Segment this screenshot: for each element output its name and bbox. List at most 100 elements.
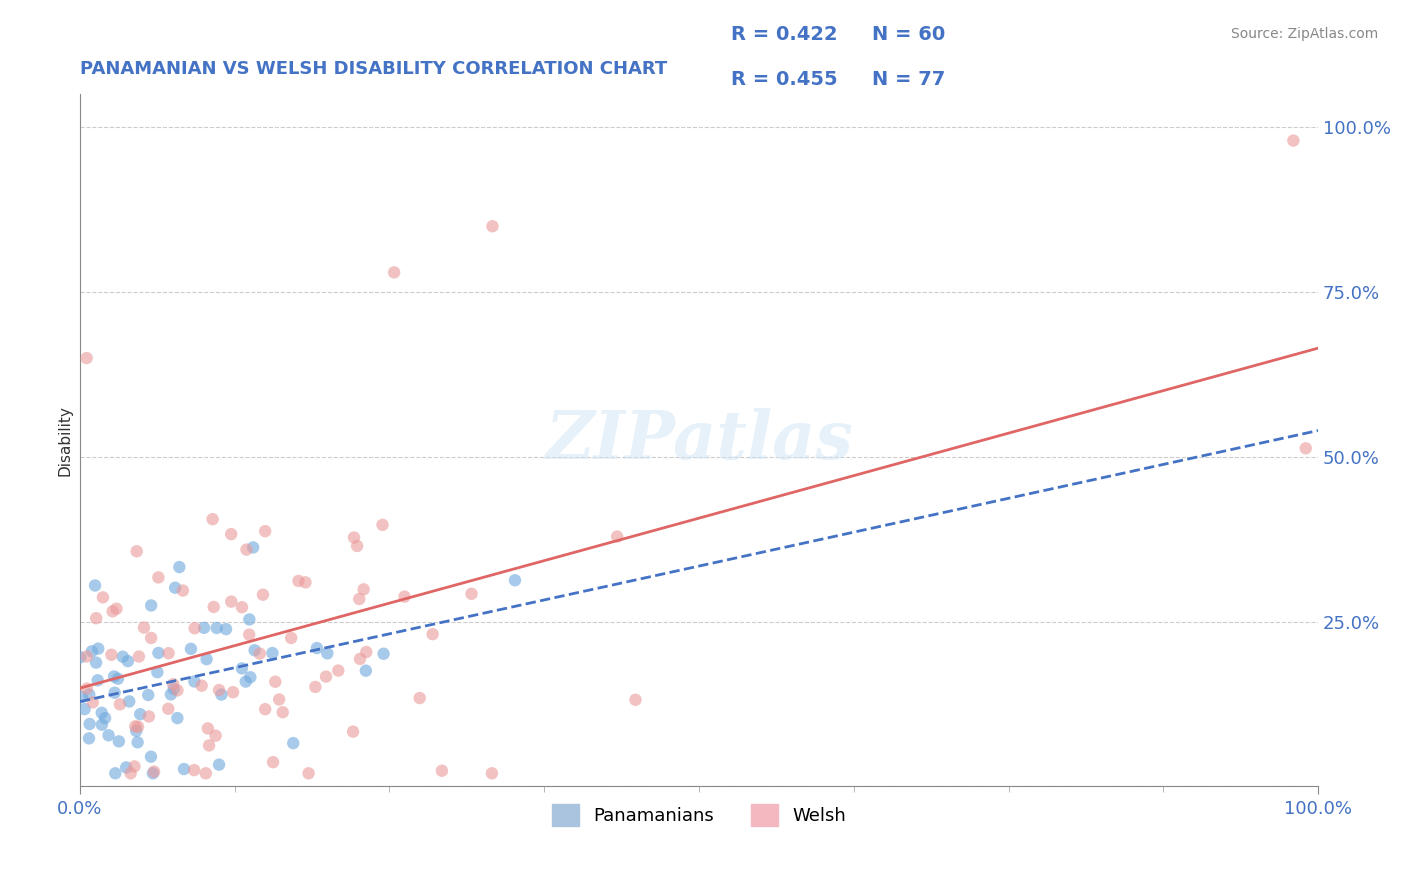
Point	[304, 680, 326, 694]
Point	[77, 731, 100, 746]
Point	[97, 728, 120, 742]
Point	[124, 759, 146, 773]
Point	[208, 683, 231, 698]
Point	[280, 631, 302, 645]
Point	[183, 621, 205, 635]
Point	[142, 766, 165, 780]
Point	[208, 757, 231, 772]
Point	[108, 698, 131, 712]
Point	[269, 692, 291, 706]
Point	[84, 656, 107, 670]
Point	[125, 544, 148, 558]
Point	[104, 766, 127, 780]
Point	[205, 621, 228, 635]
Point	[194, 766, 217, 780]
Point	[254, 702, 277, 716]
Point	[141, 599, 163, 613]
Point	[160, 687, 183, 701]
Point	[195, 652, 218, 666]
Point	[254, 524, 277, 539]
Point	[238, 627, 260, 641]
Point	[382, 265, 405, 279]
Point	[219, 527, 242, 541]
Point	[82, 695, 104, 709]
Point	[76, 351, 98, 365]
Point	[73, 702, 96, 716]
Point	[166, 683, 188, 698]
Point	[249, 647, 271, 661]
Point	[84, 578, 107, 592]
Point	[146, 665, 169, 680]
Point	[143, 764, 166, 779]
Point	[162, 677, 184, 691]
Point	[118, 694, 141, 708]
Point	[80, 644, 103, 658]
Point	[90, 706, 112, 720]
Point	[132, 621, 155, 635]
Point	[157, 646, 180, 660]
Point	[343, 531, 366, 545]
Point	[139, 749, 162, 764]
Point	[204, 729, 226, 743]
Point	[77, 688, 100, 702]
Y-axis label: Disability: Disability	[58, 405, 73, 476]
Point	[76, 681, 98, 696]
Point	[91, 591, 114, 605]
Point	[342, 724, 364, 739]
Point	[215, 622, 238, 636]
Point	[148, 570, 170, 584]
Point	[460, 587, 482, 601]
Point	[371, 517, 394, 532]
Text: PANAMANIAN VS WELSH DISABILITY CORRELATION CHART: PANAMANIAN VS WELSH DISABILITY CORRELATI…	[80, 60, 666, 78]
Point	[70, 690, 93, 705]
Point	[87, 641, 110, 656]
Point	[193, 621, 215, 635]
Legend: Panamanians, Welsh: Panamanians, Welsh	[546, 797, 853, 833]
Point	[183, 674, 205, 689]
Point	[107, 672, 129, 686]
Point	[173, 762, 195, 776]
Point	[624, 692, 647, 706]
Point	[202, 599, 225, 614]
Point	[100, 648, 122, 662]
Point	[328, 664, 350, 678]
Point	[297, 766, 319, 780]
Point	[129, 707, 152, 722]
Text: R = 0.455: R = 0.455	[731, 70, 838, 88]
Point	[239, 670, 262, 684]
Point	[103, 669, 125, 683]
Point	[76, 649, 98, 664]
Point	[349, 652, 371, 666]
Point	[305, 641, 328, 656]
Point	[1282, 134, 1305, 148]
Point	[316, 646, 339, 660]
Point	[242, 541, 264, 555]
Point	[105, 601, 128, 615]
Point	[165, 581, 187, 595]
Point	[157, 702, 180, 716]
Point	[69, 650, 91, 665]
Point	[211, 688, 233, 702]
Text: N = 60: N = 60	[872, 25, 945, 44]
Point	[222, 685, 245, 699]
Point	[373, 647, 395, 661]
Point	[125, 723, 148, 738]
Point	[354, 664, 377, 678]
Point	[231, 661, 253, 675]
Point	[606, 530, 628, 544]
Point	[180, 641, 202, 656]
Point	[408, 691, 430, 706]
Point	[87, 673, 110, 688]
Point	[190, 679, 212, 693]
Point	[346, 539, 368, 553]
Text: R = 0.422: R = 0.422	[731, 25, 838, 44]
Point	[197, 722, 219, 736]
Text: ZIPatlas: ZIPatlas	[546, 408, 853, 473]
Point	[231, 600, 253, 615]
Point	[264, 674, 287, 689]
Point	[481, 219, 503, 234]
Point	[219, 594, 242, 608]
Point	[115, 760, 138, 774]
Point	[356, 645, 378, 659]
Point	[481, 766, 503, 780]
